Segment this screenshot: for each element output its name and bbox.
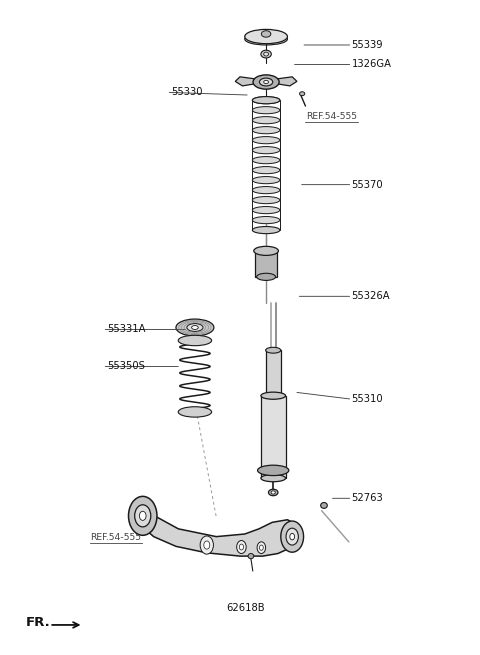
Ellipse shape [245, 33, 288, 45]
Circle shape [281, 521, 303, 552]
Ellipse shape [257, 273, 276, 280]
Text: 62618B: 62618B [226, 603, 264, 613]
Ellipse shape [252, 117, 280, 124]
Ellipse shape [252, 227, 280, 234]
Text: 55350S: 55350S [107, 362, 145, 371]
Ellipse shape [261, 31, 271, 37]
Ellipse shape [252, 126, 280, 134]
Ellipse shape [252, 217, 280, 223]
Circle shape [139, 512, 146, 520]
Circle shape [200, 536, 214, 554]
Circle shape [237, 540, 246, 553]
Ellipse shape [252, 107, 280, 114]
Ellipse shape [178, 407, 212, 417]
Ellipse shape [252, 147, 280, 154]
Ellipse shape [252, 97, 280, 103]
Ellipse shape [252, 97, 280, 103]
Circle shape [286, 528, 299, 545]
Ellipse shape [192, 326, 198, 329]
Circle shape [290, 533, 295, 540]
Ellipse shape [254, 246, 278, 255]
Text: 55326A: 55326A [351, 291, 390, 301]
Ellipse shape [300, 92, 305, 96]
Circle shape [240, 544, 243, 550]
Ellipse shape [252, 157, 280, 164]
Circle shape [129, 496, 157, 535]
Text: REF.54-555: REF.54-555 [306, 112, 358, 121]
Text: 1326GA: 1326GA [351, 60, 392, 69]
Circle shape [204, 541, 210, 549]
Text: 55330: 55330 [171, 87, 203, 98]
Ellipse shape [260, 78, 273, 86]
Ellipse shape [271, 491, 276, 494]
Ellipse shape [261, 475, 286, 481]
Ellipse shape [252, 166, 280, 174]
Ellipse shape [252, 206, 280, 214]
Ellipse shape [265, 393, 281, 399]
Polygon shape [133, 504, 301, 556]
Ellipse shape [264, 52, 268, 56]
Ellipse shape [253, 75, 279, 89]
Bar [261, 396, 286, 478]
Text: REF.54-555: REF.54-555 [91, 533, 142, 542]
Ellipse shape [261, 392, 286, 400]
Text: 55370: 55370 [351, 179, 383, 189]
Bar [255, 251, 277, 277]
Ellipse shape [245, 29, 288, 44]
Circle shape [257, 542, 265, 553]
Ellipse shape [265, 347, 281, 353]
Ellipse shape [261, 50, 271, 58]
Ellipse shape [252, 196, 280, 204]
Ellipse shape [252, 137, 280, 143]
Text: 52763: 52763 [351, 493, 383, 503]
Ellipse shape [264, 81, 268, 84]
Ellipse shape [252, 177, 280, 183]
Ellipse shape [176, 319, 214, 336]
Bar [265, 350, 281, 396]
Ellipse shape [187, 324, 203, 331]
Ellipse shape [321, 502, 327, 508]
Ellipse shape [252, 187, 280, 194]
Ellipse shape [248, 553, 254, 559]
Ellipse shape [268, 489, 278, 496]
Text: FR.: FR. [25, 616, 50, 629]
Text: 55310: 55310 [351, 394, 383, 404]
Ellipse shape [178, 335, 212, 346]
Polygon shape [278, 77, 297, 86]
Text: 55331A: 55331A [107, 324, 145, 335]
Text: 55339: 55339 [351, 40, 383, 50]
Ellipse shape [258, 465, 289, 476]
Circle shape [259, 545, 263, 550]
Polygon shape [235, 77, 254, 86]
Circle shape [135, 505, 151, 527]
